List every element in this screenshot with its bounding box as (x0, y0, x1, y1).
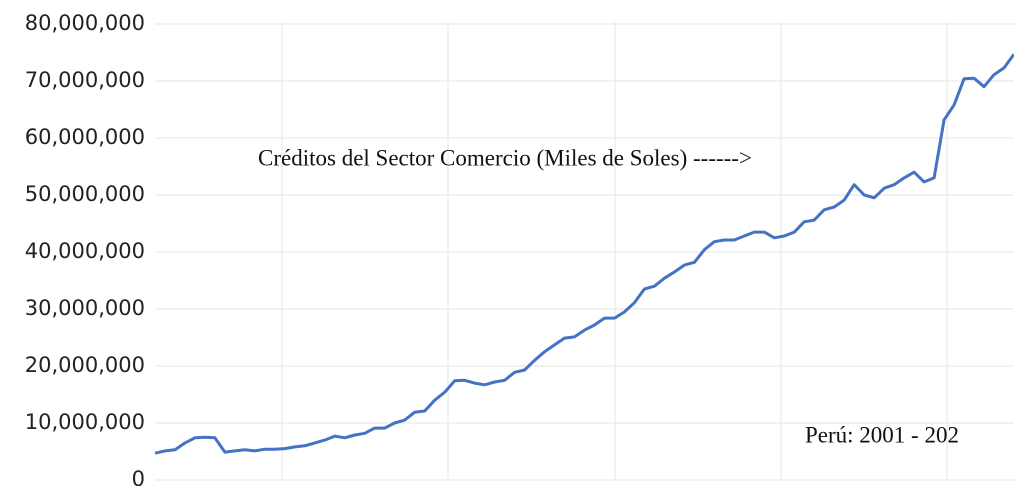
y-tick-label: 70,000,000 (25, 68, 145, 92)
y-tick-label: 10,000,000 (25, 410, 145, 434)
annotation: Perú: 2001 - 202 (805, 422, 959, 447)
y-tick-label: 60,000,000 (25, 125, 145, 149)
y-tick-label: 0 (132, 467, 145, 486)
vertical-grid (281, 22, 948, 480)
y-tick-label: 40,000,000 (25, 239, 145, 263)
y-tick-label: 80,000,000 (25, 11, 145, 35)
y-tick-label: 20,000,000 (25, 353, 145, 377)
y-tick-label: 50,000,000 (25, 182, 145, 206)
line-series (154, 53, 1014, 455)
y-tick-label: 30,000,000 (25, 296, 145, 320)
annotation: Créditos del Sector Comercio (Miles de S… (258, 145, 752, 170)
